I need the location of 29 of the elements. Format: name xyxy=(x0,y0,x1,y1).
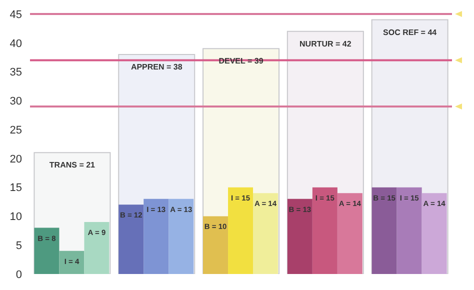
y-tick-label: 35 xyxy=(10,66,22,79)
bar xyxy=(287,198,312,274)
y-tick-label: 10 xyxy=(10,211,22,224)
bar xyxy=(84,222,110,274)
bar xyxy=(118,204,144,274)
data-label: SOC REF = 44 xyxy=(383,28,438,37)
y-tick-label: 20 xyxy=(10,153,22,166)
bar xyxy=(59,250,84,274)
bar xyxy=(34,228,60,274)
y-tick-label: 25 xyxy=(10,124,22,136)
y-tick-label: 45 xyxy=(10,8,22,21)
bar xyxy=(144,198,169,274)
bar xyxy=(337,193,362,274)
y-tick-label: 0 xyxy=(16,268,22,281)
bar xyxy=(203,216,228,274)
bar xyxy=(228,187,254,274)
bar xyxy=(396,187,422,274)
data-label: NURTUR = 42 xyxy=(300,39,352,48)
bar xyxy=(312,187,338,274)
y-tick-label: 30 xyxy=(10,96,22,108)
bar xyxy=(253,193,278,274)
bar xyxy=(372,187,397,274)
bar xyxy=(168,198,194,274)
data-label: TRANS = 21 xyxy=(49,160,96,170)
data-label: APPREN = 38 xyxy=(130,62,183,72)
bar xyxy=(422,193,447,274)
y-tick-label: 5 xyxy=(16,240,22,252)
y-tick-label: 40 xyxy=(10,38,22,50)
y-tick-label: 15 xyxy=(10,182,22,194)
